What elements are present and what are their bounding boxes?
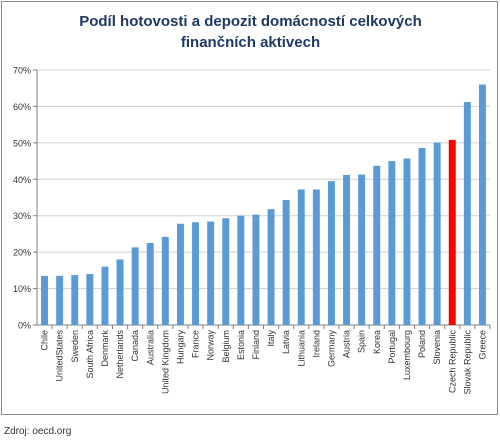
x-tick-label: Finland [251,330,261,360]
bar [433,142,441,325]
bar [86,274,94,325]
bar [207,221,215,325]
x-tick-label: Belgium [221,330,231,363]
bar-chart: 0% 10% 20% 30% 40% 50% 60% 70% Chile UnitedStates… [13,66,491,395]
x-tick-label: Czech Republic [447,330,457,394]
bar [297,189,305,325]
bar [388,161,396,325]
bar [267,209,275,325]
y-tick-label: 60% [13,102,31,112]
y-tick-label: 0% [18,321,31,331]
x-tick-label: Lithuania [296,330,306,367]
x-tick-label: Slovenia [432,330,442,365]
bar [101,266,109,325]
y-tick-label: 30% [13,211,31,221]
x-tick-label: Chile [40,330,50,351]
bar [358,174,366,325]
x-tick-label: Germany [326,330,336,368]
x-tick-label: Greece [477,330,487,360]
y-tick-label: 50% [13,138,31,148]
bar [71,275,79,325]
source-note: Zdroj: oecd.org [4,426,72,437]
x-tick-label: Poland [417,330,427,358]
y-tick-label: 40% [13,175,31,185]
x-tick-label: Denmark [100,330,110,367]
bar [418,147,426,325]
x-tick-label: Netherlands [115,330,125,379]
bar [327,181,335,325]
y-tick-label: 20% [13,248,31,258]
bar [116,259,124,325]
x-tick-label: UnitedStates [55,330,65,382]
x-tick-label: United Kingdom [160,330,170,394]
bar [463,102,471,325]
x-tick-label: Austria [342,330,352,358]
bar [176,223,184,325]
chart-title-line-2: finančních aktivech [180,34,321,51]
bar [222,218,230,325]
bar [282,200,290,325]
chart-frame: Podíl hotovosti a depozit domácností cel… [1,1,498,415]
x-tick-label: Luxembourg [402,330,412,380]
bar [252,214,260,325]
bar [161,236,169,325]
x-tick-label: Slovak Republic [462,330,472,395]
x-tick-label: Sweden [70,330,80,363]
bar [312,189,320,325]
x-tick-label: France [191,330,201,358]
x-tick-label: Italy [266,330,276,347]
chart-title: Podíl hotovosti a depozit domácností cel… [2,11,499,53]
bar [41,275,49,325]
bar [131,247,139,325]
y-tick-label: 10% [13,284,31,294]
x-tick-label: Australia [145,330,155,365]
bar [192,222,200,325]
chart-title-line-1: Podíl hotovosti a depozit domácností cel… [79,13,422,30]
x-tick-label: Ireland [311,330,321,358]
x-tick-label: Spain [357,330,367,353]
bar [448,139,456,325]
bar [343,174,351,325]
bar [146,243,154,325]
bar [237,215,245,325]
bar [478,84,486,325]
bar [403,158,411,325]
x-tick-label: Estonia [236,330,246,360]
x-tick-label: Korea [372,330,382,354]
x-tick-label: Latvia [281,330,291,354]
y-tick-label: 70% [13,66,31,76]
x-tick-label: Norway [206,330,216,361]
x-tick-label: South Africa [85,330,95,379]
x-tick-label: Hungary [175,330,185,365]
x-tick-label: Canada [130,330,140,362]
bar [373,165,381,325]
bar [56,275,64,325]
x-tick-label: Portugal [387,330,397,364]
